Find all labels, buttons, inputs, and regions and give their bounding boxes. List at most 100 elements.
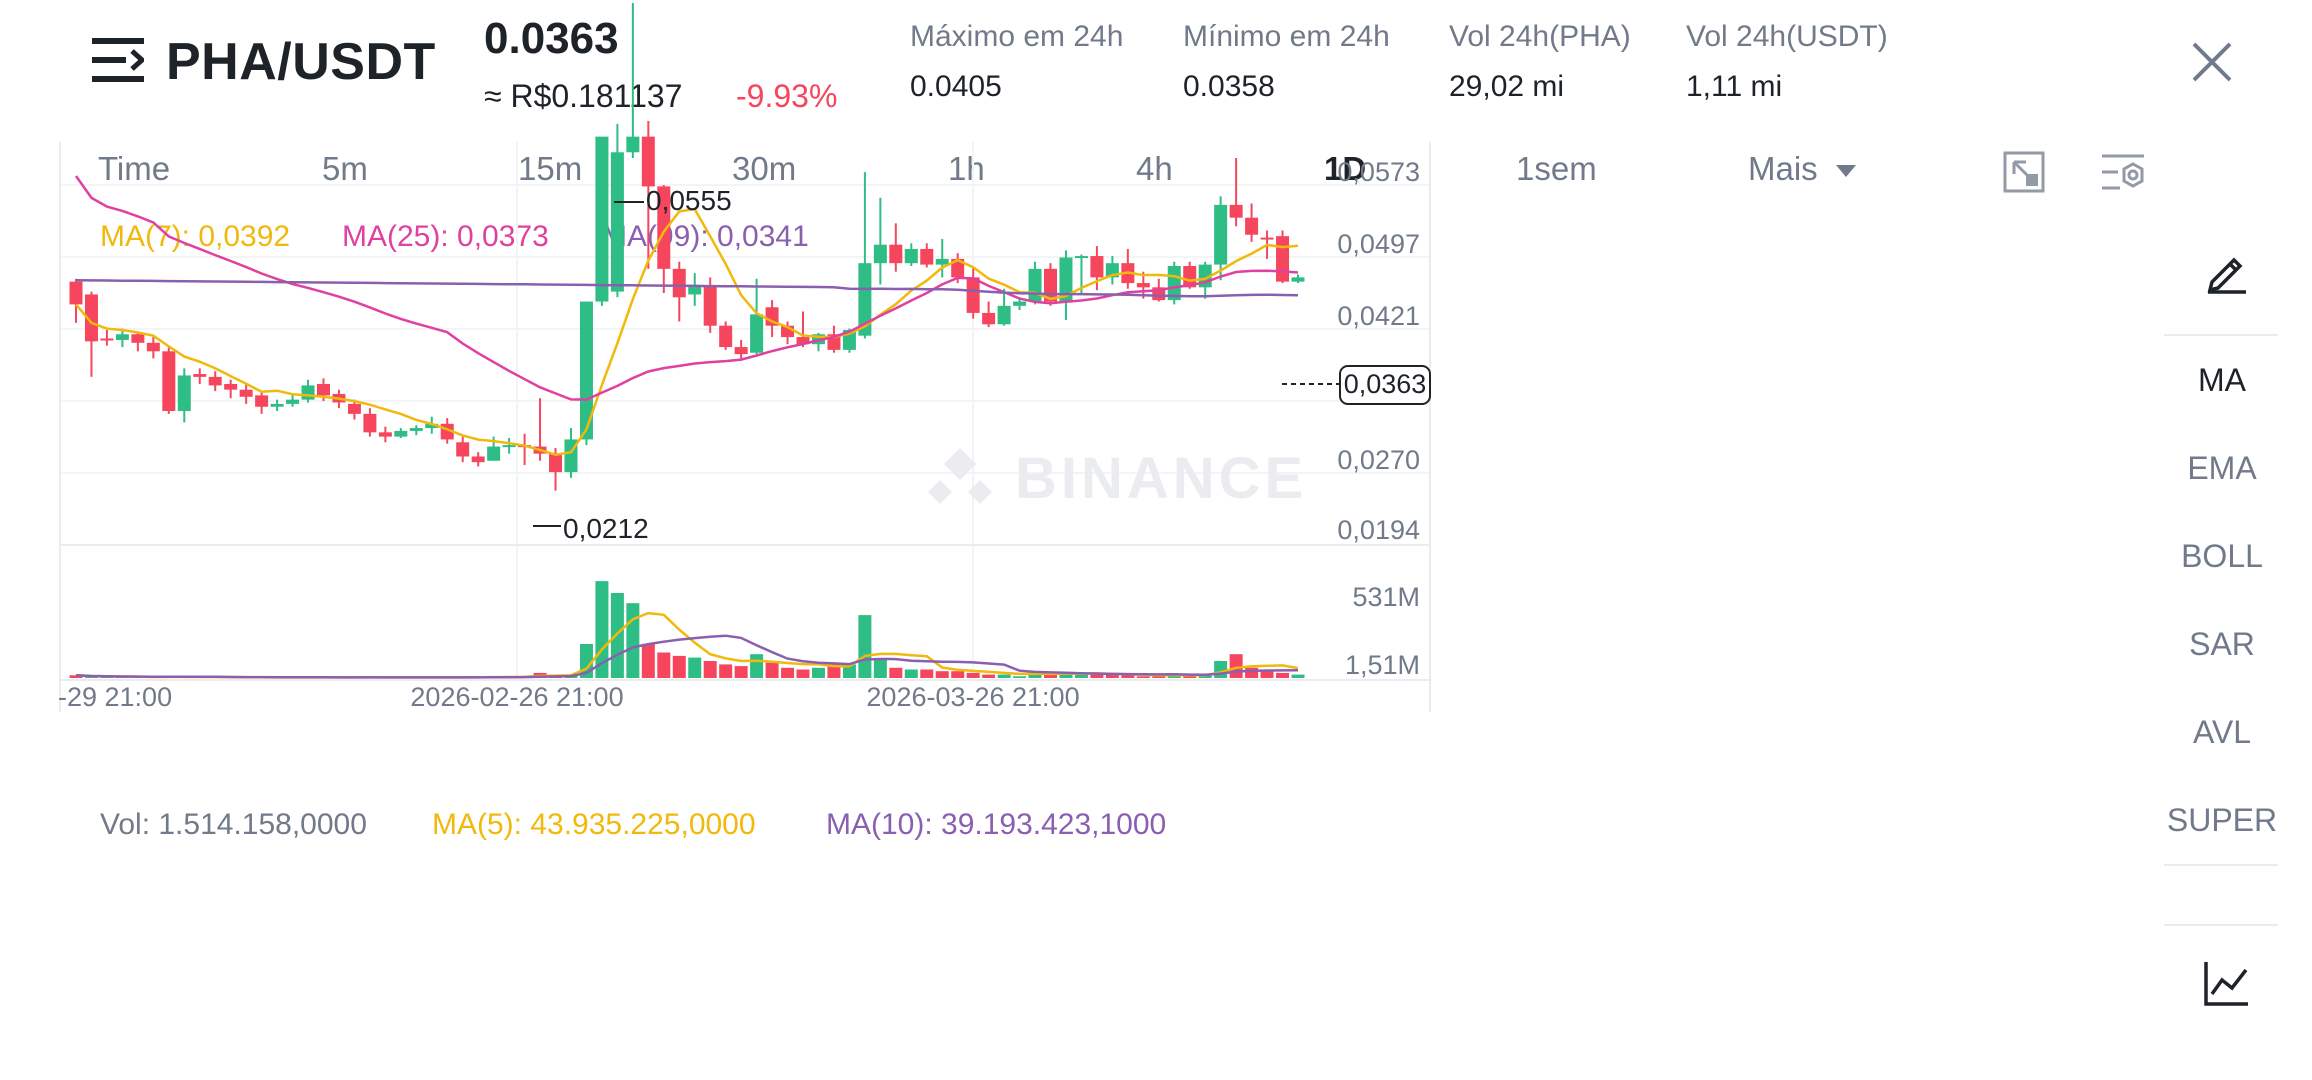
indicator-avl[interactable]: AVL [2192, 714, 2252, 750]
candle [286, 395, 300, 407]
tab-4h[interactable]: 4h [1136, 150, 1173, 187]
candle-body [781, 325, 795, 338]
candle [626, 3, 640, 158]
candle [1059, 250, 1073, 321]
tab-time[interactable]: Time [98, 150, 171, 187]
candle-body [688, 285, 702, 295]
volume-bar [1136, 676, 1150, 678]
stat-high-label: Máximo em 24h [910, 20, 1124, 53]
menu-icon[interactable] [92, 36, 146, 84]
more-label: Mais [1748, 150, 1818, 187]
high-marker-label: 0,0555 [646, 185, 732, 216]
low-marker: 0,0212 [533, 513, 649, 544]
candle-body [378, 432, 392, 437]
candle-body [363, 413, 377, 433]
candle [873, 197, 887, 285]
candle [1276, 230, 1290, 284]
candle-body [966, 277, 980, 313]
volume-bar [1260, 671, 1274, 678]
tab-5m[interactable]: 5m [322, 150, 368, 187]
ma7-line [75, 207, 1299, 456]
more-dropdown[interactable]: Mais [1748, 150, 1857, 188]
volume-bar [688, 657, 702, 678]
candle-body [301, 385, 315, 400]
pair-title[interactable]: PHA/USDT [166, 33, 436, 91]
candle-body [177, 375, 191, 412]
candle [471, 452, 485, 467]
candle-body [487, 446, 501, 461]
candle-body [1028, 268, 1042, 302]
tab-1sem[interactable]: 1sem [1516, 150, 1597, 187]
candle-body [409, 428, 423, 431]
candle-body [84, 294, 98, 342]
volume-bar [1152, 676, 1166, 678]
candle-body [316, 384, 330, 396]
candle-body [1090, 256, 1104, 278]
volume-bar [781, 667, 795, 678]
candle-body [672, 268, 686, 298]
candle [1028, 261, 1042, 305]
sidebar-divider [2164, 864, 2278, 866]
low-marker-label: 0,0212 [563, 513, 649, 544]
candle [734, 339, 748, 359]
candle [456, 436, 470, 463]
draw-tool-icon[interactable] [2204, 248, 2250, 294]
candle-body [595, 136, 609, 302]
vol-ma10-legend: MA(10): 39.193.423,1000 [826, 808, 1167, 841]
candle [177, 368, 191, 423]
candle-body [471, 456, 485, 463]
sub-indicator-icon[interactable] [2202, 958, 2252, 1008]
candle [719, 321, 733, 350]
candle [518, 433, 532, 466]
candle [1105, 256, 1119, 285]
volume-bar [641, 644, 655, 678]
candle [100, 329, 114, 346]
indicator-super[interactable]: SUPER [2166, 802, 2278, 838]
candle-body [1136, 283, 1150, 288]
volume-bar [889, 667, 903, 678]
candle [1245, 203, 1259, 242]
stat-high-value: 0.0405 [910, 70, 1002, 103]
candle-body [734, 347, 748, 355]
candle [889, 223, 903, 272]
vol-ma5-line [75, 611, 1299, 679]
vol-ma10-line [75, 634, 1299, 679]
candle [904, 243, 918, 267]
indicator-ema[interactable]: EMA [2187, 450, 2257, 486]
candle-body [1276, 236, 1290, 282]
candle [1090, 246, 1104, 291]
volume-bar [1105, 674, 1119, 678]
tab-30m[interactable]: 30m [732, 150, 797, 187]
candle [579, 301, 593, 446]
indicator-boll[interactable]: BOLL [2181, 538, 2263, 574]
candle [672, 261, 686, 322]
sidebar-divider [2164, 334, 2278, 336]
volume-bar [1214, 661, 1228, 678]
indicator-sar[interactable]: SAR [2189, 626, 2255, 662]
volume-bar [966, 672, 980, 678]
tab-15m[interactable]: 15m [518, 150, 583, 187]
volume-bar [1044, 672, 1058, 678]
candle-body [982, 312, 996, 325]
candle [966, 267, 980, 319]
tab-1d[interactable]: 1D [1324, 150, 1367, 187]
candle-body [425, 423, 439, 429]
close-icon[interactable] [2188, 38, 2236, 86]
candle [1214, 196, 1228, 281]
candle-body [255, 395, 269, 407]
volume-bar [626, 603, 640, 678]
candle [982, 301, 996, 328]
tab-1h[interactable]: 1h [948, 150, 985, 187]
candle-body [935, 258, 949, 265]
candle-body [115, 334, 129, 340]
candle [224, 379, 238, 399]
time-tick-label: -29 21:00 [58, 682, 172, 712]
chart-settings-icon[interactable] [2100, 150, 2148, 196]
fullscreen-icon[interactable] [2002, 150, 2046, 194]
candlestick-chart[interactable]: BINANCE 0,0555 0,0212 0,0363 0,0573 0,0497 0… [0, 0, 2160, 1080]
indicator-ma[interactable]: MA [2198, 362, 2246, 398]
candle [1291, 274, 1305, 284]
candle-body [858, 263, 872, 336]
volume-bar [1245, 667, 1259, 678]
candle [858, 172, 872, 339]
